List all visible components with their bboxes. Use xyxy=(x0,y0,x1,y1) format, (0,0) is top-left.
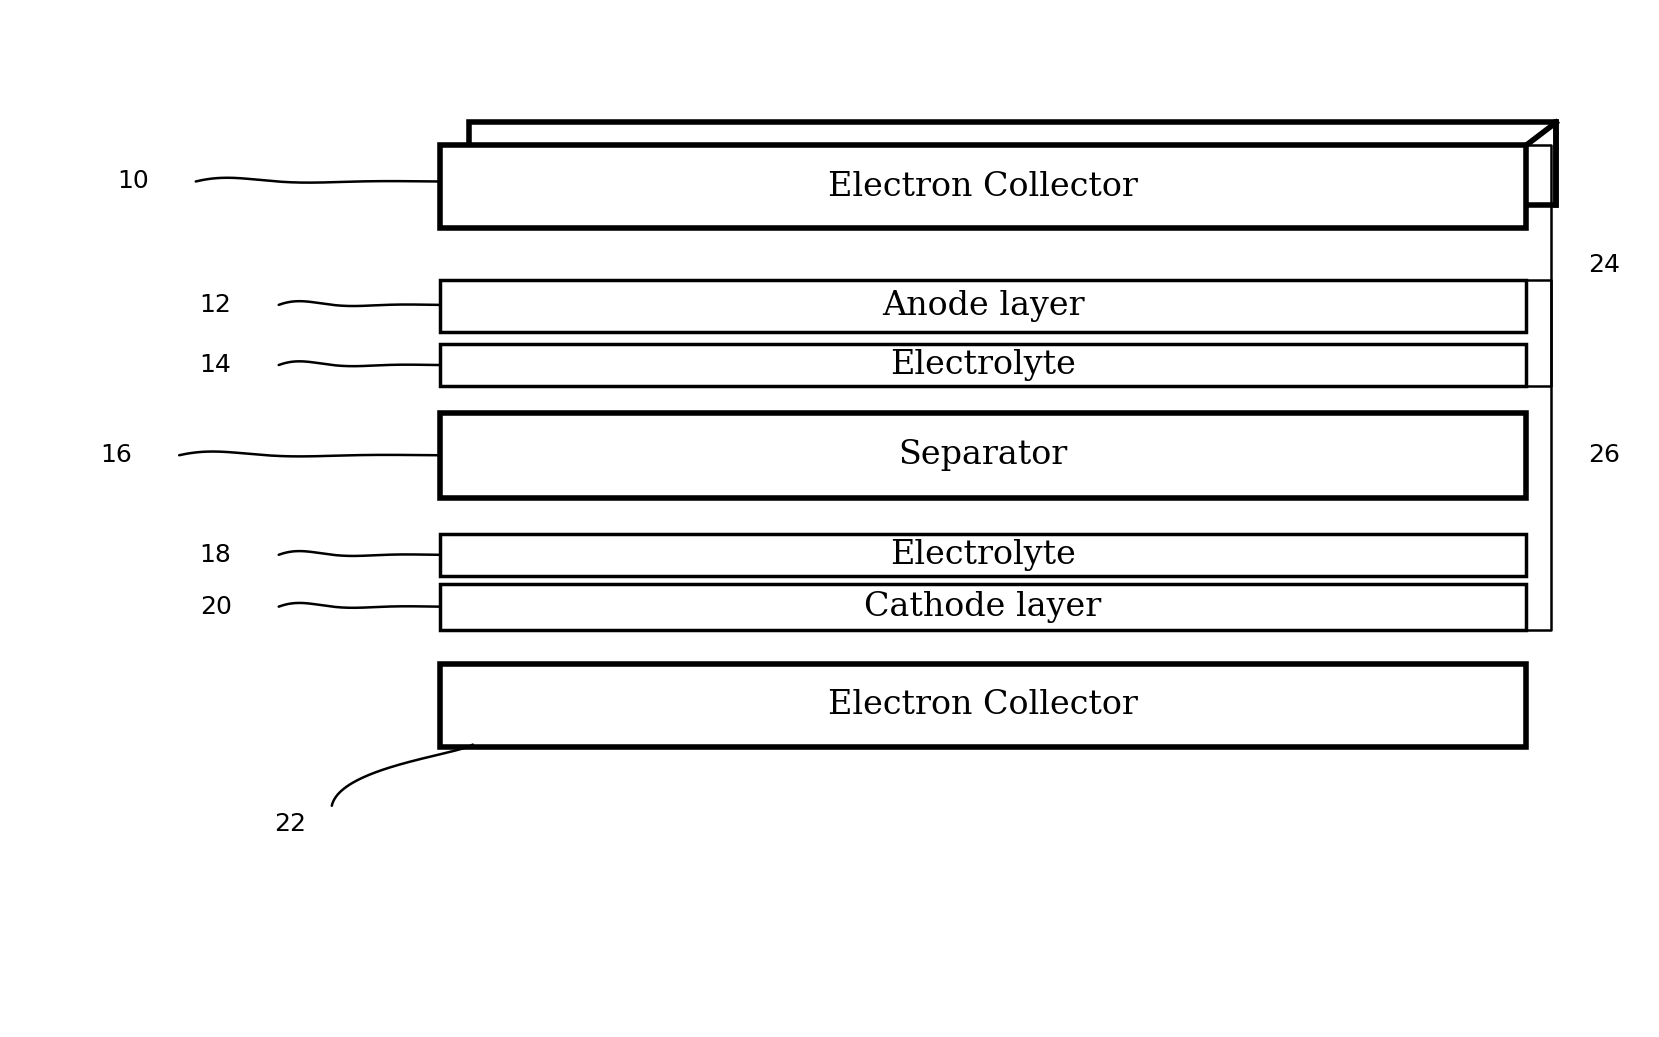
Text: Electron Collector: Electron Collector xyxy=(828,690,1138,721)
Text: Separator: Separator xyxy=(898,440,1068,471)
Text: 24: 24 xyxy=(1588,253,1619,278)
Text: Electrolyte: Electrolyte xyxy=(889,539,1077,570)
Text: Electron Collector: Electron Collector xyxy=(828,171,1138,202)
FancyBboxPatch shape xyxy=(440,280,1526,332)
FancyBboxPatch shape xyxy=(440,664,1526,747)
Text: Cathode layer: Cathode layer xyxy=(864,591,1102,623)
Text: 20: 20 xyxy=(199,594,232,619)
Text: 22: 22 xyxy=(274,812,307,837)
FancyBboxPatch shape xyxy=(440,584,1526,630)
Text: Anode layer: Anode layer xyxy=(881,290,1085,321)
FancyBboxPatch shape xyxy=(440,145,1526,228)
FancyBboxPatch shape xyxy=(440,534,1526,576)
Text: 12: 12 xyxy=(199,292,232,317)
Text: 14: 14 xyxy=(199,353,232,377)
Text: 16: 16 xyxy=(100,443,133,468)
FancyBboxPatch shape xyxy=(440,413,1526,498)
FancyBboxPatch shape xyxy=(469,122,1556,205)
FancyBboxPatch shape xyxy=(440,344,1526,386)
Text: 10: 10 xyxy=(116,169,149,194)
Text: Electrolyte: Electrolyte xyxy=(889,349,1077,381)
Text: 26: 26 xyxy=(1588,443,1619,468)
Text: 18: 18 xyxy=(199,542,232,567)
